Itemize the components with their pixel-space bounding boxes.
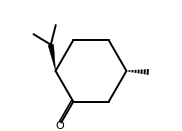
Polygon shape bbox=[48, 44, 56, 71]
Text: O: O bbox=[55, 121, 64, 131]
